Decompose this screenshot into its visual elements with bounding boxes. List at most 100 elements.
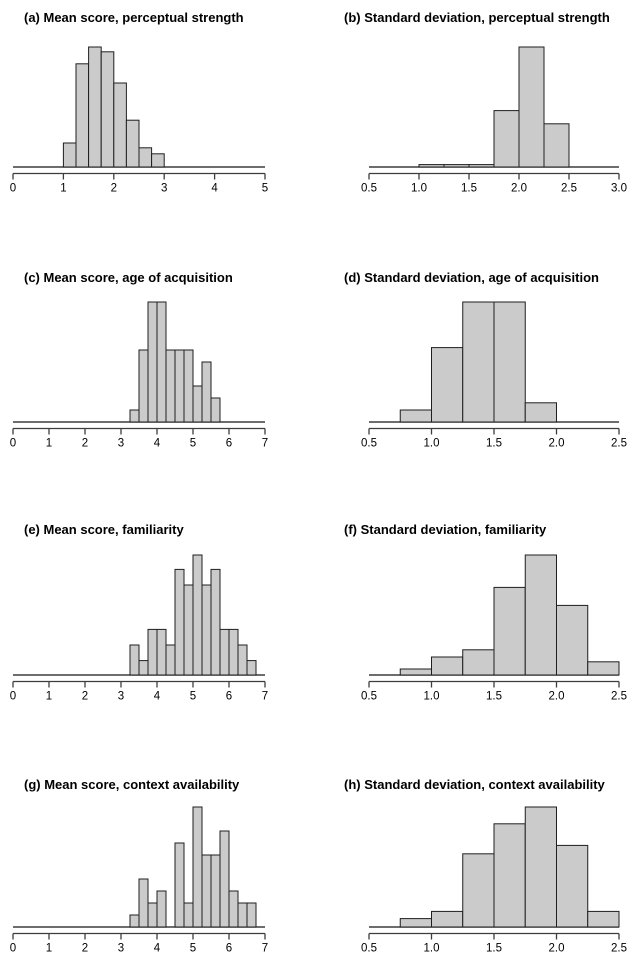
x-tick-label: 1 [60,183,66,195]
x-tick-label: 3 [118,691,124,703]
x-tick-label: 1.0 [424,691,440,703]
histogram-bar [556,844,589,928]
x-tick-label: 0.5 [361,438,377,450]
histogram-bar [129,644,140,676]
histogram-bar [468,164,495,168]
histogram-bar [399,409,432,423]
histogram-bar [138,878,149,928]
histogram-plot-c: 0 1 2 3 4 5 6 7 [10,301,268,450]
histogram-bar [138,147,153,168]
histogram-bar [183,902,194,928]
histogram-bar [147,902,158,928]
histogram-bar [524,806,557,928]
histogram-bar [62,142,77,168]
panel-title-c: (c) Mean score, age of acquisition [24,270,233,285]
histogram-bar [462,649,495,676]
histogram-bar [210,397,221,423]
histogram-bar [237,902,248,928]
panel-title-f: (f) Standard deviation, familiarity [344,522,547,537]
histogram-bar [138,349,149,423]
x-tick-label: 0 [10,943,16,955]
panel-title-h: (h) Standard deviation, context availabi… [344,777,605,792]
histogram-bar [192,554,203,676]
histogram-bar [201,854,212,928]
panel-h: (h) Standard deviation, context availabi… [320,726,640,968]
histogram-bar [100,51,115,168]
x-tick-label: 7 [262,691,268,703]
histogram-plot-b: 0.5 1.0 1.5 2.0 2.5 3.0 [361,46,627,195]
x-tick-label: 2 [82,438,88,450]
panel-d: (d) Standard deviation, age of acquisiti… [320,242,640,484]
x-tick-label: 1.0 [424,438,440,450]
x-tick-label: 5 [190,438,196,450]
histogram-bar [418,164,445,168]
panel-title-d: (d) Standard deviation, age of acquisiti… [344,270,599,285]
histogram-bar [431,910,464,928]
histogram-bar [431,347,464,423]
x-tick-label: 1.0 [424,943,440,955]
histogram-bar [147,301,158,423]
histogram-plot-a: 0 1 2 3 4 5 [10,46,268,195]
histogram-bar [228,628,239,676]
x-tick-label: 2 [82,943,88,955]
histogram-bar [493,586,526,676]
x-tick-label: 6 [226,438,232,450]
histogram-bar [493,301,526,423]
x-tick-label: 1.5 [486,691,502,703]
histogram-bar [156,301,167,423]
histogram-bar [201,584,212,676]
x-tick-label: 1 [46,438,52,450]
x-tick-label: 3 [118,943,124,955]
histogram-bar [246,902,257,928]
histogram-bar [201,361,212,423]
x-tick-label: 2.5 [611,438,627,450]
histogram-bar [183,349,194,423]
x-tick-label: 4 [154,943,161,955]
histogram-bar [88,46,102,168]
histogram-bar [237,644,248,676]
x-tick-label: 0 [10,691,16,703]
x-tick-label: 1 [46,691,52,703]
panel-title-b: (b) Standard deviation, perceptual stren… [344,10,610,25]
histogram-bar [125,119,140,168]
x-tick-label: 6 [226,691,232,703]
histogram-bar [587,910,620,928]
panel-a: (a) Mean score, perceptual strength 0 1 2 3 4… [0,0,320,242]
panel-f: (f) Standard deviation, familiarity 0.5 1.… [320,484,640,726]
x-tick-label: 3.0 [611,183,627,195]
x-tick-label: 5 [190,943,196,955]
histogram-bar [219,628,230,676]
x-tick-label: 0.5 [361,943,377,955]
panel-title-e: (e) Mean score, familiarity [24,522,184,537]
histogram-bar [228,890,239,928]
x-tick-label: 1.0 [411,183,427,195]
x-tick-label: 1 [46,943,52,955]
histogram-bar [75,63,90,168]
x-tick-label: 1.5 [486,943,502,955]
histogram-bar [138,660,149,676]
histogram-bar [556,604,589,676]
histogram-bar [129,914,140,928]
panel-g: (g) Mean score, context availability 0 1 2 3… [0,726,320,968]
x-tick-label: 6 [226,943,232,955]
x-tick-label: 0 [10,183,16,195]
x-tick-label: 5 [262,183,268,195]
x-tick-label: 2.5 [611,943,627,955]
histogram-bar [543,123,570,168]
x-tick-label: 3 [161,183,167,195]
x-tick-label: 2.5 [561,183,577,195]
histogram-bar [587,661,620,676]
histogram-plot-g: 0 1 2 3 4 5 6 7 [10,806,268,955]
histogram-bar [183,584,194,676]
histogram-bar [156,628,167,676]
panel-e: (e) Mean score, familiarity 0 1 2 3 4 5 6 7 [0,484,320,726]
x-tick-label: 5 [190,691,196,703]
x-tick-label: 4 [211,183,218,195]
histogram-plot-d: 0.5 1.0 1.5 2.0 2.5 [361,301,627,450]
x-tick-label: 2 [111,183,117,195]
histogram-bar [192,806,203,928]
histogram-plot-h: 0.5 1.0 1.5 2.0 2.5 [361,806,627,955]
panel-title-g: (g) Mean score, context availability [24,777,240,792]
x-tick-label: 3 [118,438,124,450]
